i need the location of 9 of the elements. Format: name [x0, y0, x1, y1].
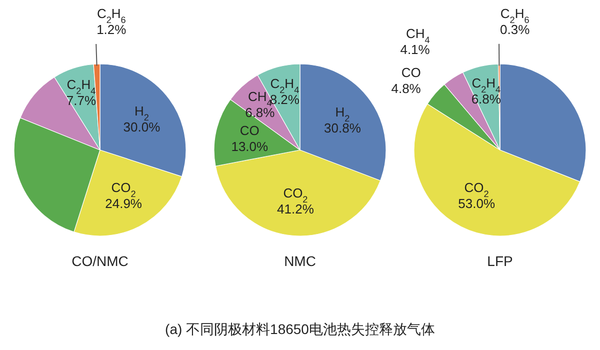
slice-label: CO — [240, 122, 260, 138]
text: (a) 不同阴极材料18650电池热失控释放气体 — [165, 321, 435, 337]
slice-label: CO — [401, 65, 421, 80]
text: NMC — [284, 253, 316, 269]
data-label: 4.8% — [391, 81, 422, 96]
text: CO/NMC — [72, 253, 128, 269]
text: LFP — [487, 253, 513, 269]
data-label: 13.0% — [231, 138, 269, 154]
slice-label: C$_{2}$H$_{4}$ — [66, 76, 96, 96]
